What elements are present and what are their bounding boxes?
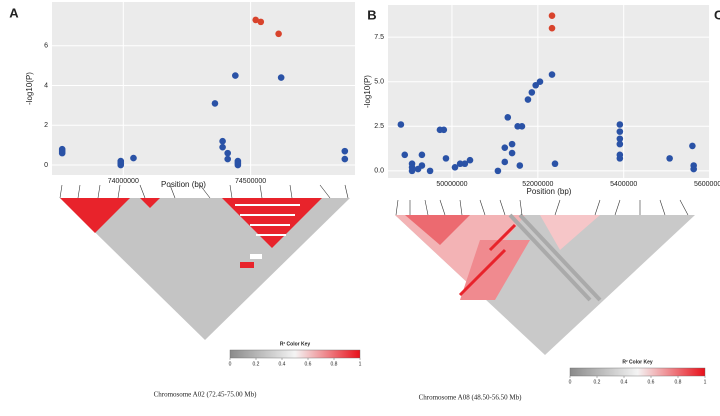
point: [616, 121, 624, 128]
point: [690, 165, 697, 173]
point: [401, 151, 409, 159]
y-tick-label: 2: [44, 122, 48, 129]
point: [442, 155, 450, 162]
point: [494, 167, 502, 175]
point: [508, 140, 516, 148]
point: [252, 16, 259, 24]
point: [224, 155, 231, 163]
point: [501, 144, 509, 151]
panel-label: C: [714, 7, 720, 22]
point: [689, 142, 696, 150]
key-tick-label: 0.4: [621, 379, 628, 385]
key-tick-label: 0: [569, 379, 572, 385]
key-tick-label: 0: [229, 361, 232, 367]
color-key: [569, 367, 706, 377]
point: [616, 128, 624, 135]
x-axis-label: Position (bp): [161, 180, 206, 189]
point: [418, 162, 426, 169]
key-tick-label: 0.8: [331, 361, 338, 367]
point: [211, 100, 219, 107]
key-tick-label: 0.2: [594, 379, 601, 385]
y-tick-label: 6: [44, 43, 48, 50]
point: [466, 156, 474, 164]
x-axis-label: Position (bp): [527, 187, 572, 196]
point: [234, 159, 242, 167]
caption: Chromosome A02 (72.45-75.00 Mb): [154, 391, 258, 399]
ld-heatmap: [395, 199, 695, 355]
key-tick-label: 0.2: [253, 361, 260, 367]
point: [426, 167, 434, 175]
point: [528, 89, 536, 96]
point: [418, 151, 426, 159]
point: [508, 149, 516, 157]
y-axis-label: -log10(P): [25, 72, 34, 105]
point: [551, 160, 559, 168]
x-tick-label: 5400000: [610, 181, 637, 188]
x-tick-label: 74000000: [108, 178, 139, 185]
point: [341, 147, 349, 155]
key-tick-label: 0.6: [305, 361, 312, 367]
plot-background: [52, 2, 355, 175]
point: [397, 121, 405, 128]
x-tick-label: 52000000: [522, 181, 553, 188]
y-tick-label: 7.5: [374, 34, 384, 41]
key-tick-label: 0.6: [648, 379, 655, 385]
y-axis-label: -log10(P): [363, 75, 372, 108]
caption: Chromosome A08 (48.50-56.50 Mb): [419, 394, 523, 402]
point: [616, 155, 624, 162]
key-tick-label: 1: [359, 361, 362, 367]
key-title: R² Color Key: [622, 359, 653, 365]
point: [277, 74, 285, 81]
x-tick-label: 74500000: [235, 178, 266, 185]
key-tick-label: 0.8: [675, 379, 682, 385]
point: [504, 114, 512, 121]
point: [456, 160, 464, 168]
y-tick-label: 5.0: [374, 79, 384, 86]
x-tick-label: 56000000: [694, 181, 720, 188]
y-tick-label: 0.0: [374, 168, 384, 175]
key-tick-label: 0.4: [279, 361, 286, 367]
x-tick-label: 50000000: [436, 181, 467, 188]
point: [516, 162, 524, 169]
y-tick-label: 4: [44, 82, 48, 89]
point: [666, 155, 673, 162]
key-tick-label: 1: [704, 379, 707, 385]
ld-heatmap: [59, 184, 350, 340]
point: [501, 158, 509, 166]
point: [408, 167, 416, 175]
panel-label: B: [367, 7, 376, 22]
point: [219, 137, 226, 145]
point: [257, 18, 265, 26]
point: [616, 135, 624, 143]
point: [548, 71, 556, 78]
y-tick-label: 2.5: [374, 123, 384, 130]
point: [616, 140, 624, 148]
plot-background: [388, 5, 710, 178]
point: [451, 163, 459, 171]
point: [117, 157, 125, 165]
point: [548, 24, 556, 32]
point: [548, 12, 556, 20]
point: [224, 149, 231, 157]
panel-label: A: [9, 5, 19, 20]
key-title: R² Color Key: [280, 341, 311, 347]
y-tick-label: 0: [44, 162, 48, 169]
point: [461, 160, 469, 168]
point: [524, 96, 532, 103]
point: [130, 154, 137, 162]
point: [440, 126, 448, 134]
color-key: [229, 349, 361, 359]
point: [232, 72, 239, 79]
point: [275, 30, 282, 38]
point: [341, 155, 349, 163]
point: [518, 122, 526, 130]
point: [58, 145, 66, 153]
point: [219, 143, 226, 151]
point: [536, 78, 544, 85]
